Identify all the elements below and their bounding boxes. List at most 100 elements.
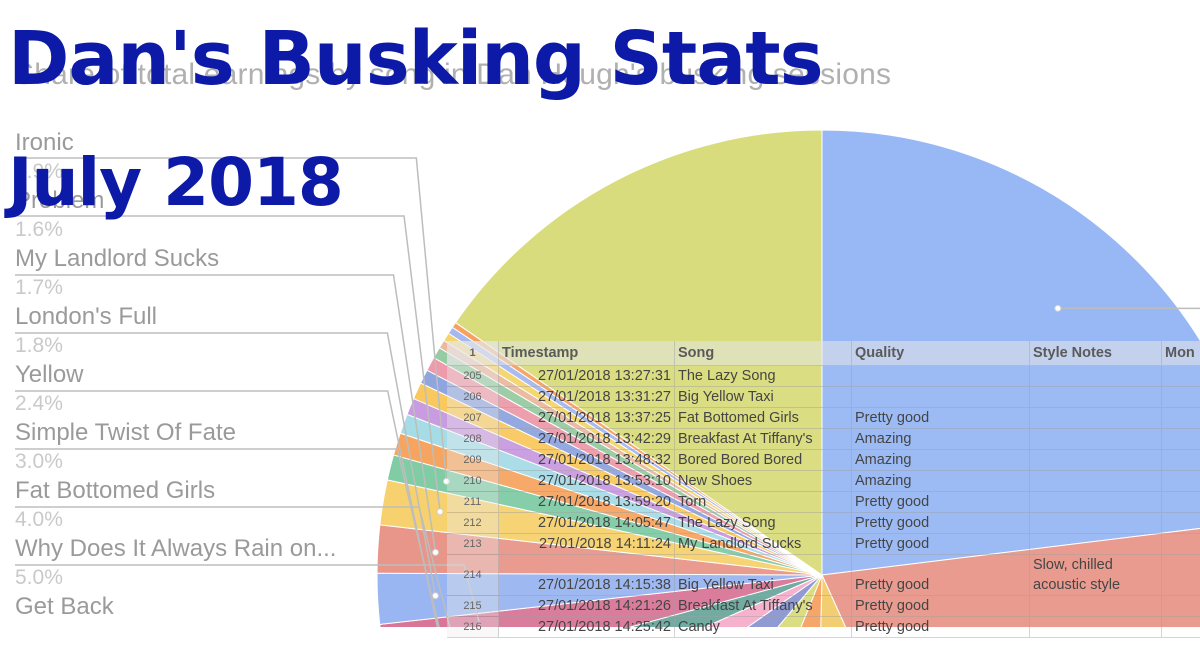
song-cell[interactable]: The Lazy Song	[675, 366, 852, 386]
quality-cell[interactable]: Pretty good	[852, 408, 1030, 428]
style-notes-cell[interactable]	[1030, 534, 1162, 554]
style-notes-cell[interactable]	[1030, 492, 1162, 512]
timestamp-cell[interactable]: 27/01/2018 13:42:29	[499, 429, 675, 449]
song-cell[interactable]: Big Yellow Taxi	[675, 555, 852, 595]
song-cell[interactable]: Breakfast At Tiffany's	[675, 429, 852, 449]
column-header-timestamp[interactable]: Timestamp	[499, 341, 675, 365]
song-cell[interactable]: Bored Bored Bored	[675, 450, 852, 470]
song-cell[interactable]: New Shoes	[675, 471, 852, 491]
song-cell[interactable]: Big Yellow Taxi	[675, 387, 852, 407]
leader-line	[15, 215, 441, 512]
mon-cell[interactable]	[1162, 534, 1200, 554]
leader-line	[15, 448, 440, 627]
mon-cell[interactable]	[1162, 492, 1200, 512]
timestamp-cell[interactable]: 27/01/2018 13:37:25	[499, 408, 675, 428]
style-notes-cell[interactable]	[1030, 408, 1162, 428]
quality-cell[interactable]: Amazing	[852, 450, 1030, 470]
timestamp-cell[interactable]: 27/01/2018 14:21:26	[499, 596, 675, 616]
banner-title: Dan's Busking Stats	[8, 16, 824, 102]
mon-cell[interactable]	[1162, 450, 1200, 470]
row-number: 209	[447, 450, 499, 470]
leader-dot	[442, 477, 450, 485]
row-number: 210	[447, 471, 499, 491]
column-header-style-notes[interactable]: Style Notes	[1030, 341, 1162, 365]
timestamp-cell[interactable]: 27/01/2018 13:27:31	[499, 366, 675, 386]
table-row: 206 27/01/2018 13:31:27 Big Yellow Taxi	[447, 387, 1200, 408]
timestamp-cell[interactable]: 27/01/2018 14:25:42	[499, 617, 675, 637]
song-cell[interactable]: Torn	[675, 492, 852, 512]
style-notes-cell[interactable]: Slow, chilled acoustic style	[1030, 555, 1162, 595]
slice-label: My Landlord Sucks 1.7%	[15, 244, 395, 302]
leader-line	[15, 157, 448, 482]
mon-cell[interactable]	[1162, 596, 1200, 616]
leader-line	[15, 274, 437, 553]
timestamp-cell[interactable]: 27/01/2018 13:53:10	[499, 471, 675, 491]
quality-cell[interactable]: Pretty good	[852, 513, 1030, 533]
pie-slice	[821, 527, 1200, 627]
leader-dot	[1054, 304, 1062, 312]
song-cell[interactable]: The Lazy Song	[675, 513, 852, 533]
song-cell[interactable]: Candy	[675, 617, 852, 637]
quality-cell[interactable]: Amazing	[852, 429, 1030, 449]
leader-line	[15, 506, 451, 627]
slice-label-percent: 4.0%	[15, 508, 63, 531]
timestamp-cell[interactable]: 27/01/2018 14:05:47	[499, 513, 675, 533]
column-header-quality[interactable]: Quality	[852, 341, 1030, 365]
slice-label: Get Back	[15, 592, 395, 650]
quality-cell[interactable]	[852, 387, 1030, 407]
row-number: 207	[447, 408, 499, 428]
mon-cell[interactable]	[1162, 617, 1200, 637]
style-notes-cell[interactable]	[1030, 387, 1162, 407]
style-notes-cell[interactable]	[1030, 596, 1162, 616]
quality-cell[interactable]: Pretty good	[852, 534, 1030, 554]
slice-label: Problem 1.6%	[15, 186, 395, 244]
chart-title: Share of total earnings by song in Dan H…	[14, 58, 892, 91]
song-cell[interactable]: My Landlord Sucks	[675, 534, 852, 554]
banner-subtitle: July 2018	[8, 144, 344, 221]
slice-label-percent: 1.8%	[15, 334, 63, 357]
quality-cell[interactable]: Pretty good	[852, 596, 1030, 616]
style-notes-cell[interactable]	[1030, 513, 1162, 533]
timestamp-cell[interactable]: 27/01/2018 14:15:38	[499, 555, 675, 595]
quality-cell[interactable]	[852, 366, 1030, 386]
row-number: 206	[447, 387, 499, 407]
mon-cell[interactable]	[1162, 555, 1200, 595]
column-header-song[interactable]: Song	[675, 341, 852, 365]
quality-cell[interactable]: Pretty good	[852, 555, 1030, 595]
song-cell[interactable]: Fat Bottomed Girls	[675, 408, 852, 428]
style-notes-cell[interactable]	[1030, 450, 1162, 470]
leader-lines	[15, 157, 1200, 627]
mon-cell[interactable]	[1162, 408, 1200, 428]
mon-cell[interactable]	[1162, 429, 1200, 449]
table-row: 208 27/01/2018 13:42:29 Breakfast At Tif…	[447, 429, 1200, 450]
song-cell[interactable]: Breakfast At Tiffany's	[675, 596, 852, 616]
row-number: 215	[447, 596, 499, 616]
mon-cell[interactable]	[1162, 366, 1200, 386]
quality-cell[interactable]: Amazing	[852, 471, 1030, 491]
table-row: 216 27/01/2018 14:25:42 Candy Pretty goo…	[447, 617, 1200, 638]
slice-label-percent: 2.4%	[15, 392, 63, 415]
table-row: 211 27/01/2018 13:59:20 Torn Pretty good	[447, 492, 1200, 513]
quality-cell[interactable]: Pretty good	[852, 492, 1030, 512]
row-number: 205	[447, 366, 499, 386]
table-row: 214 27/01/2018 14:15:38 Big Yellow Taxi …	[447, 555, 1200, 596]
slice-label-name: Simple Twist Of Fate	[15, 419, 236, 446]
mon-cell[interactable]	[1162, 471, 1200, 491]
timestamp-cell[interactable]: 27/01/2018 13:59:20	[499, 492, 675, 512]
sheet-header-row: 1 Timestamp Song Quality Style Notes Mon	[447, 341, 1200, 366]
quality-cell[interactable]: Pretty good	[852, 617, 1030, 637]
mon-cell[interactable]	[1162, 387, 1200, 407]
timestamp-cell[interactable]: 27/01/2018 13:48:32	[499, 450, 675, 470]
slice-label-percent: 3.0%	[15, 450, 63, 473]
style-notes-cell[interactable]	[1030, 429, 1162, 449]
timestamp-cell[interactable]: 27/01/2018 13:31:27	[499, 387, 675, 407]
style-notes-cell[interactable]	[1030, 471, 1162, 491]
slice-label-name: My Landlord Sucks	[15, 245, 220, 272]
timestamp-cell[interactable]: 27/01/2018 14:11:24	[499, 534, 675, 554]
column-header-mon[interactable]: Mon	[1165, 345, 1195, 361]
slice-label-name: London's Full	[15, 303, 158, 330]
mon-cell[interactable]	[1162, 513, 1200, 533]
slice-label: Ironic 0.9%	[15, 128, 395, 186]
style-notes-cell[interactable]	[1030, 617, 1162, 637]
style-notes-cell[interactable]	[1030, 366, 1162, 386]
